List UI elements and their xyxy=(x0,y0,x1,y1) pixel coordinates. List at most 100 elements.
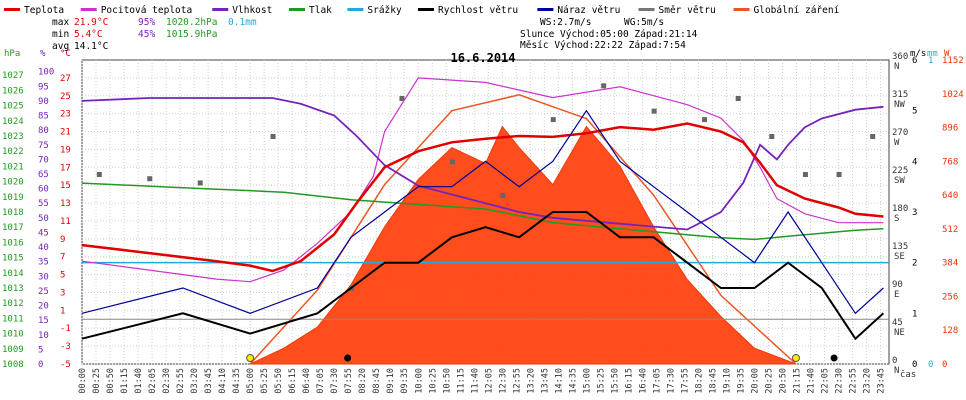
tick-label-winddir: 90 xyxy=(892,280,903,290)
tick-label-x: 17:55 xyxy=(680,368,690,394)
tick-label-pressure: 1020 xyxy=(2,178,24,188)
tick-label-x: 03:20 xyxy=(190,368,200,394)
tick-label-winddir: 45 xyxy=(892,318,903,328)
info-mesic: Měsíc Východ:22:22 Západ:7:54 xyxy=(520,40,686,51)
stats-temp: 5.4°C xyxy=(74,29,103,40)
tick-label-winddir: 225 xyxy=(892,166,908,176)
tick-label-wind: 6 xyxy=(912,56,917,66)
tick-label-x: 19:10 xyxy=(722,368,732,394)
stats-hum: 95% xyxy=(138,17,155,28)
tick-label-temperature: 3 xyxy=(60,288,65,298)
axis-title-degc: °C xyxy=(60,49,71,59)
tick-label-winddir-letter: E xyxy=(894,290,899,300)
tick-label-winddir-letter: SW xyxy=(894,176,905,186)
axis-title-w: W xyxy=(944,49,950,59)
tick-label-pressure: 1018 xyxy=(2,208,24,218)
axis-title-ms: m/s xyxy=(910,49,926,59)
tick-label-humidity: 70 xyxy=(38,155,49,165)
tick-label-x: 20:00 xyxy=(751,368,761,394)
tick-label-x: 02:30 xyxy=(162,368,172,394)
legend-swatch xyxy=(733,8,750,11)
wind-dir-point xyxy=(601,83,607,89)
legend-swatch xyxy=(418,8,434,11)
tick-label-pressure: 1009 xyxy=(2,345,24,355)
series-wind-gust xyxy=(81,109,884,315)
wind-dir-point xyxy=(836,172,842,177)
tick-label-humidity: 40 xyxy=(38,243,49,253)
tick-label-humidity: 60 xyxy=(38,185,49,195)
tick-label-radiation: 384 xyxy=(942,259,958,269)
tick-label-x: 05:25 xyxy=(260,368,270,394)
tick-label-humidity: 5 xyxy=(38,345,43,355)
series-wind-speed xyxy=(81,211,885,341)
legend-label: Vlhkost xyxy=(232,5,272,16)
tick-label-pressure: 1012 xyxy=(2,299,24,309)
tick-label-winddir-letter: NE xyxy=(894,328,905,338)
tick-label-winddir: 135 xyxy=(892,242,908,252)
tick-label-radiation: 768 xyxy=(942,157,958,167)
tick-label-x: 15:00 xyxy=(582,368,592,394)
wind-dir-point xyxy=(870,134,876,139)
stats-hum: 45% xyxy=(138,29,155,40)
tick-label-x: 01:15 xyxy=(120,368,130,394)
tick-label-radiation: 128 xyxy=(942,326,958,336)
tick-label-radiation: 256 xyxy=(942,292,958,302)
legend-swatch xyxy=(638,8,655,11)
tick-label-pressure: 1025 xyxy=(2,102,24,112)
tick-label-pressure: 1021 xyxy=(2,162,24,172)
info-wg: WG:5m/s xyxy=(624,17,664,28)
tick-label-x: 22:30 xyxy=(835,368,845,394)
legend-swatch xyxy=(289,8,305,11)
axis-title-pct: % xyxy=(40,49,46,59)
tick-label-x: 11:40 xyxy=(470,368,480,394)
tick-label-x: 14:35 xyxy=(568,368,578,394)
tick-label-humidity: 95 xyxy=(38,82,49,92)
axis-title-cas: čas xyxy=(900,369,916,380)
sun-marker xyxy=(246,354,255,362)
tick-label-x: 15:50 xyxy=(610,368,620,394)
tick-label-x: 23:20 xyxy=(863,368,873,394)
tick-label-temperature: -1 xyxy=(60,324,71,334)
tick-label-pressure: 1019 xyxy=(2,193,24,203)
tick-label-humidity: 30 xyxy=(38,272,49,282)
tick-label-temperature: 7 xyxy=(60,253,65,263)
tick-label-temperature: 15 xyxy=(60,181,71,191)
legend-swatch xyxy=(212,8,229,11)
tick-label-temperature: 9 xyxy=(60,235,65,245)
tick-label-temperature: -5 xyxy=(60,360,71,370)
tick-label-x: 17:30 xyxy=(666,368,676,394)
tick-label-winddir-letter: S xyxy=(894,214,899,224)
tick-label-x: 00:25 xyxy=(92,368,102,394)
wind-dir-point xyxy=(702,117,708,123)
tick-label-humidity: 85 xyxy=(38,112,49,122)
tick-label-humidity: 45 xyxy=(38,228,49,238)
tick-label-pressure: 1011 xyxy=(2,314,24,324)
tick-label-humidity: 55 xyxy=(38,199,49,209)
wind-dir-point xyxy=(96,172,102,177)
tick-label-x: 20:50 xyxy=(779,368,789,394)
stats-label: avg xyxy=(52,41,69,52)
tick-label-x: 19:35 xyxy=(736,368,746,394)
tick-label-x: 02:05 xyxy=(148,368,158,394)
wind-dir-point xyxy=(270,134,276,139)
legend-swatch xyxy=(537,8,554,11)
tick-label-pressure: 1008 xyxy=(2,360,24,370)
tick-label-x: 06:15 xyxy=(288,368,298,394)
legend-label: Pocitová teplota xyxy=(101,5,193,16)
tick-label-humidity: 65 xyxy=(38,170,49,180)
tick-label-x: 07:05 xyxy=(316,368,326,394)
tick-label-pressure: 1014 xyxy=(2,269,24,279)
tick-label-temperature: 11 xyxy=(60,217,71,227)
tick-label-x: 04:10 xyxy=(218,368,228,394)
stats-rain: 0.1mm xyxy=(228,17,257,28)
series-temperature xyxy=(81,122,884,273)
wind-dir-point xyxy=(399,96,405,101)
tick-label-humidity: 15 xyxy=(38,316,49,326)
tick-label-temperature: 27 xyxy=(60,74,71,84)
tick-label-humidity: 0 xyxy=(38,360,43,370)
tick-label-x: 15:25 xyxy=(596,368,606,394)
chart-title: 16.6.2014 xyxy=(450,51,515,65)
tick-label-wind: 5 xyxy=(912,107,917,117)
tick-label-pressure: 1010 xyxy=(2,330,24,340)
tick-label-winddir-letter: N xyxy=(894,366,899,376)
